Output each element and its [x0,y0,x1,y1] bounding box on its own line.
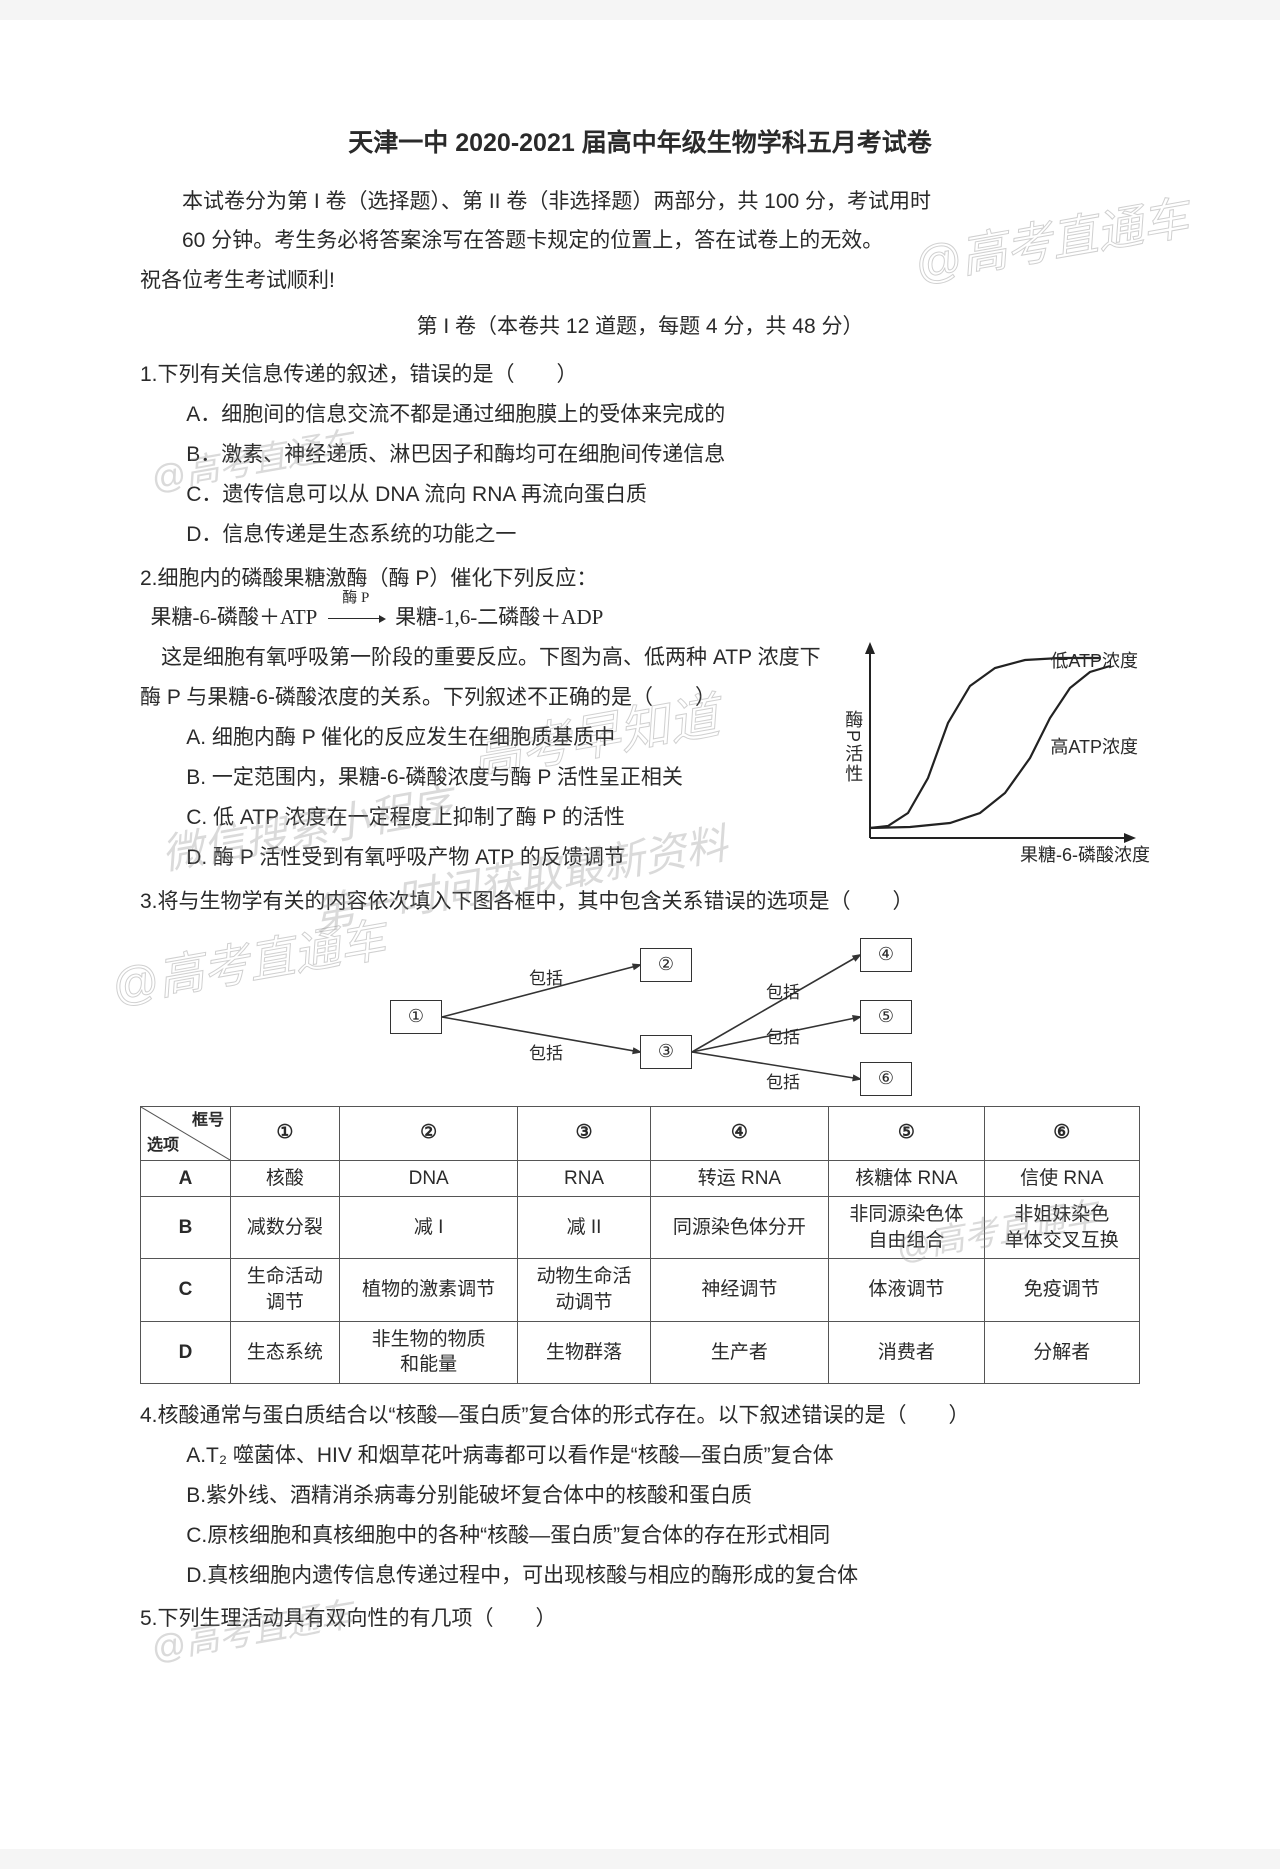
intro-line: 本试卷分为第 I 卷（选择题）、第 II 卷（非选择题）两部分，共 100 分，… [140,182,1140,222]
q4-option-d: D.真核细胞内遗传信息传递过程中，可出现核酸与相应的酶形成的复合体 [140,1556,1140,1596]
table-row: C生命活动调节植物的激素调节动物生命活动调节神经调节体液调节免疫调节 [141,1259,1140,1321]
table-cell: 消费者 [829,1321,984,1383]
table-cell: 转运 RNA [650,1160,829,1197]
table-cell: RNA [518,1160,650,1197]
formula-over: 酶 P [342,584,369,613]
question-2: 2.细胞内的磷酸果糖激酶（酶 P）催化下列反应： 果糖-6-磷酸＋ATP 酶 P… [140,559,1140,878]
diagram-box-1: ① [390,1000,442,1034]
table-cell: 生态系统 [231,1321,340,1383]
q1-option-b: B．激素、神经递质、淋巴因子和酶均可在细胞间传递信息 [140,435,1140,475]
question-3: 3.将与生物学有关的内容依次填入下图各框中，其中包含关系错误的选项是（ ） ① … [140,882,1140,1384]
table-row: A核酸DNARNA转运 RNA核糖体 RNA信使 RNA [141,1160,1140,1197]
col-header: ⑥ [984,1106,1139,1160]
question-5: 5.下列生理活动具有双向性的有几项（ ） [140,1599,1140,1639]
section-1-header: 第 I 卷（本卷共 12 道题，每题 4 分，共 48 分） [140,307,1140,347]
table-cell: 免疫调节 [984,1259,1139,1321]
row-header: A [141,1160,231,1197]
q4-option-a: A.T₂ 噬菌体、HIV 和烟草花叶病毒都可以看作是“核酸—蛋白质”复合体 [140,1436,1140,1476]
series-label-high: 高ATP浓度 [1050,730,1138,764]
q1-stem: 1.下列有关信息传递的叙述，错误的是（ ） [140,355,1140,395]
col-header: ⑤ [829,1106,984,1160]
y-axis-label: 酶P活性 [836,710,870,784]
q4-option-c: C.原核细胞和真核细胞中的各种“核酸—蛋白质”复合体的存在形式相同 [140,1516,1140,1556]
table-cell: 植物的激素调节 [339,1259,518,1321]
q2-line-chart: 酶P活性 果糖-6-磷酸浓度 低ATP浓度 高ATP浓度 [840,638,1140,868]
q4-option-b: B.紫外线、酒精消杀病毒分别能破坏复合体中的核酸和蛋白质 [140,1476,1140,1516]
q3-hierarchy-diagram: ① ② ③ ④ ⑤ ⑥ 包括 包括 包括 包括 包括 [320,930,960,1100]
wish-line: 祝各位考生考试顺利! [140,261,1140,301]
edge-label-include: 包括 [766,1067,800,1099]
diagram-box-4: ④ [860,938,912,972]
q4-stem: 4.核酸通常与蛋白质结合以“核酸—蛋白质”复合体的形式存在。以下叙述错误的是（ … [140,1396,1140,1436]
diagram-box-6: ⑥ [860,1062,912,1096]
col-header: ④ [650,1106,829,1160]
reaction-arrow-icon: 酶 P [322,598,390,638]
q2-option-c: C. 低 ATP 浓度在一定程度上抑制了酶 P 的活性 [140,798,822,838]
x-axis-label: 果糖-6-磷酸浓度 [1020,838,1150,872]
row-header: C [141,1259,231,1321]
table-cell: 非姐妹染色单体交叉互换 [984,1197,1139,1259]
exam-title: 天津一中 2020-2021 届高中年级生物学科五月考试卷 [140,120,1140,168]
table-cell: 同源染色体分开 [650,1197,829,1259]
question-4: 4.核酸通常与蛋白质结合以“核酸—蛋白质”复合体的形式存在。以下叙述错误的是（ … [140,1396,1140,1595]
intro-line: 60 分钟。考生务必将答案涂写在答题卡规定的位置上，答在试卷上的无效。 [140,221,1140,261]
diagram-box-5: ⑤ [860,1000,912,1034]
table-cell: 生产者 [650,1321,829,1383]
diag-bot-label: 选项 [147,1135,179,1157]
table-cell: 动物生命活动调节 [518,1259,650,1321]
table-cell: 核酸 [231,1160,340,1197]
diagram-box-3: ③ [640,1035,692,1069]
q1-option-d: D．信息传递是生态系统的功能之一 [140,515,1140,555]
q2-option-a: A. 细胞内酶 P 催化的反应发生在细胞质基质中 [140,718,822,758]
edge-label-include: 包括 [529,1038,563,1070]
table-cell: 减 I [339,1197,518,1259]
formula-right: 果糖-1,6-二磷酸＋ADP [395,605,603,629]
col-header: ② [339,1106,518,1160]
row-header: B [141,1197,231,1259]
question-1: 1.下列有关信息传递的叙述，错误的是（ ） A．细胞间的信息交流不都是通过细胞膜… [140,355,1140,554]
table-cell: 神经调节 [650,1259,829,1321]
exam-page: @高考直通车 @高考直通车 高考早知道 微信搜索小程序 第一时间获取最新资料 @… [0,20,1280,1849]
table-cell: 非同源染色体自由组合 [829,1197,984,1259]
q2-option-d: D. 酶 P 活性受到有氧呼吸产物 ATP 的反馈调节 [140,838,822,878]
table-cell: 信使 RNA [984,1160,1139,1197]
formula-left: 果糖-6-磷酸＋ATP [151,605,317,629]
diagram-box-2: ② [640,948,692,982]
table-cell: 生命活动调节 [231,1259,340,1321]
col-header: ③ [518,1106,650,1160]
table-row: B减数分裂减 I减 II同源染色体分开非同源染色体自由组合非姐妹染色单体交叉互换 [141,1197,1140,1259]
table-cell: 体液调节 [829,1259,984,1321]
q2-stem: 2.细胞内的磷酸果糖激酶（酶 P）催化下列反应： [140,559,1140,599]
diag-top-label: 框号 [192,1110,224,1132]
q2-paragraph: 这是细胞有氧呼吸第一阶段的重要反应。下图为高、低两种 ATP 浓度下酶 P 与果… [140,638,822,718]
q1-option-a: A．细胞间的信息交流不都是通过细胞膜上的受体来完成的 [140,395,1140,435]
edge-label-include: 包括 [766,1022,800,1054]
edge-label-include: 包括 [766,977,800,1009]
table-cell: 减数分裂 [231,1197,340,1259]
table-row: D生态系统非生物的物质和能量生物群落生产者消费者分解者 [141,1321,1140,1383]
table-cell: DNA [339,1160,518,1197]
row-header: D [141,1321,231,1383]
edge-label-include: 包括 [529,963,563,995]
table-diag-header: 框号 选项 [141,1106,231,1160]
table-cell: 分解者 [984,1321,1139,1383]
q5-stem: 5.下列生理活动具有双向性的有几项（ ） [140,1599,1140,1639]
table-cell: 核糖体 RNA [829,1160,984,1197]
col-header: ① [231,1106,340,1160]
q3-options-table: 框号 选项 ① ② ③ ④ ⑤ ⑥ A核酸DNARNA转运 RNA核糖体 RNA… [140,1106,1140,1384]
q2-option-b: B. 一定范围内，果糖-6-磷酸浓度与酶 P 活性呈正相关 [140,758,822,798]
table-cell: 非生物的物质和能量 [339,1321,518,1383]
series-label-low: 低ATP浓度 [1050,644,1138,678]
q1-option-c: C．遗传信息可以从 DNA 流向 RNA 再流向蛋白质 [140,475,1140,515]
q3-stem: 3.将与生物学有关的内容依次填入下图各框中，其中包含关系错误的选项是（ ） [140,882,1140,922]
q2-formula: 果糖-6-磷酸＋ATP 酶 P 果糖-1,6-二磷酸＋ADP [140,598,1140,638]
table-cell: 减 II [518,1197,650,1259]
table-cell: 生物群落 [518,1321,650,1383]
